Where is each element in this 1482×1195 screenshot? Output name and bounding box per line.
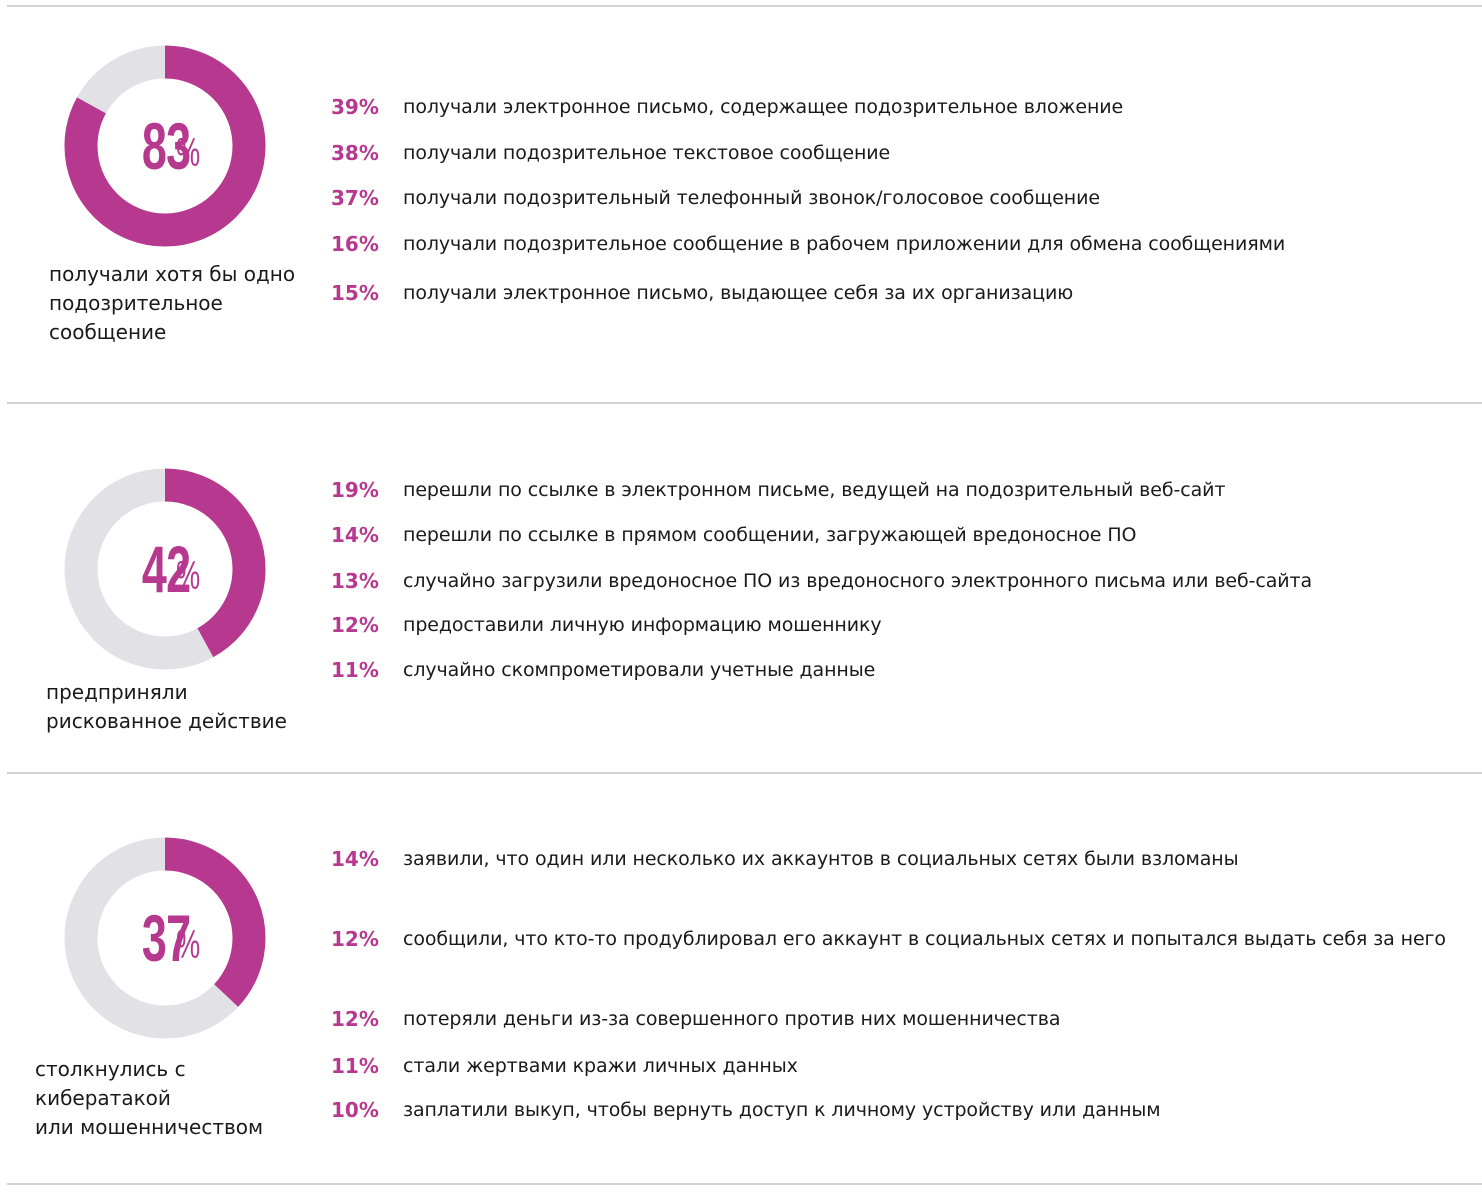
divider-1 bbox=[7, 402, 1482, 404]
item-percent: 11% bbox=[331, 658, 379, 682]
item-label: потеряли деньги из-за совершенного проти… bbox=[403, 1008, 1061, 1030]
big-percent-sign-3: % bbox=[175, 922, 201, 967]
donut-caption-3: столкнулись с кибератакой или мошенничес… bbox=[35, 1057, 264, 1139]
donut-chart-1: 83% bbox=[64, 45, 266, 247]
list-item: 11% случайно скомпрометировали учетные д… bbox=[331, 655, 875, 685]
item-label: получали подозрительное сообщение в рабо… bbox=[403, 233, 1286, 255]
item-label: перешли по ссылке в электронном письме, … bbox=[403, 479, 1226, 501]
list-item: 37% получали подозрительный телефонный з… bbox=[331, 183, 1100, 213]
donut-center-2: 42% bbox=[64, 468, 266, 670]
donut-value-segment bbox=[64, 837, 266, 1039]
list-item: 12% сообщили, что кто-то продублировал е… bbox=[331, 924, 1446, 954]
list-item: 12% предоставили личную информацию мошен… bbox=[331, 610, 882, 640]
list-item: 13% случайно загрузили вредоносное ПО из… bbox=[331, 566, 1312, 596]
big-value-2: 42 bbox=[141, 532, 190, 606]
donut-value-segment bbox=[64, 468, 266, 670]
list-item: 10% заплатили выкуп, чтобы вернуть досту… bbox=[331, 1095, 1161, 1125]
item-percent: 19% bbox=[331, 478, 379, 502]
list-item: 16% получали подозрительное сообщение в … bbox=[331, 229, 1285, 259]
donut-caption-1: получали хотя бы одно подозрительное соо… bbox=[49, 262, 296, 344]
item-percent: 13% bbox=[331, 569, 379, 593]
item-percent: 11% bbox=[331, 1054, 379, 1078]
list-item: 11% стали жертвами кражи личных данных bbox=[331, 1051, 798, 1081]
item-label: стали жертвами кражи личных данных bbox=[403, 1055, 798, 1077]
item-percent: 39% bbox=[331, 95, 379, 119]
item-percent: 12% bbox=[331, 1007, 379, 1031]
divider-bottom bbox=[7, 1183, 1482, 1185]
item-label: получали электронное письмо, выдающее се… bbox=[403, 282, 1074, 304]
item-percent: 38% bbox=[331, 141, 379, 165]
divider-top bbox=[7, 5, 1482, 7]
item-percent: 12% bbox=[331, 927, 379, 951]
item-label: заплатили выкуп, чтобы вернуть доступ к … bbox=[403, 1099, 1161, 1121]
item-label: заявили, что один или несколько их аккау… bbox=[403, 848, 1239, 870]
donut-chart-2: 42% bbox=[64, 468, 266, 670]
item-percent: 15% bbox=[331, 281, 379, 305]
donut-chart-3: 37% bbox=[64, 837, 266, 1039]
item-percent: 14% bbox=[331, 847, 379, 871]
item-label: получали подозрительный телефонный звоно… bbox=[403, 187, 1100, 209]
divider-2 bbox=[7, 772, 1482, 774]
item-label: перешли по ссылке в прямом сообщении, за… bbox=[403, 524, 1137, 546]
item-percent: 37% bbox=[331, 186, 379, 210]
big-value-1: 83 bbox=[141, 109, 190, 183]
list-item: 19% перешли по ссылке в электронном пись… bbox=[331, 475, 1225, 505]
item-label: предоставили личную информацию мошеннику bbox=[403, 614, 882, 636]
item-label: получали подозрительное текстовое сообще… bbox=[403, 142, 891, 164]
list-item: 14% перешли по ссылке в прямом сообщении… bbox=[331, 520, 1136, 550]
donut-svg-3 bbox=[64, 837, 266, 1039]
list-item: 14% заявили, что один или несколько их а… bbox=[331, 844, 1239, 874]
list-item: 12% потеряли деньги из-за совершенного п… bbox=[331, 1004, 1060, 1034]
list-item: 39% получали электронное письмо, содержа… bbox=[331, 92, 1123, 122]
donut-svg-2 bbox=[64, 468, 266, 670]
donut-svg-1 bbox=[64, 45, 266, 247]
item-label: получали электронное письмо, содержащее … bbox=[403, 96, 1124, 118]
donut-value-segment bbox=[64, 45, 266, 247]
item-label: случайно загрузили вредоносное ПО из вре… bbox=[403, 570, 1313, 592]
list-item: 15% получали электронное письмо, выдающе… bbox=[331, 278, 1073, 308]
item-label: случайно скомпрометировали учетные данны… bbox=[403, 659, 876, 681]
big-value-3: 37 bbox=[141, 901, 190, 975]
big-percent-sign-1: % bbox=[175, 130, 201, 175]
donut-caption-2: предприняли рискованное действие bbox=[46, 680, 287, 733]
donut-center-3: 37% bbox=[64, 837, 266, 1039]
item-percent: 14% bbox=[331, 523, 379, 547]
list-item: 38% получали подозрительное текстовое со… bbox=[331, 138, 890, 168]
item-label: сообщили, что кто-то продублировал его а… bbox=[403, 928, 1446, 950]
big-percent-sign-2: % bbox=[175, 553, 201, 598]
item-percent: 16% bbox=[331, 232, 379, 256]
item-percent: 12% bbox=[331, 613, 379, 637]
item-percent: 10% bbox=[331, 1098, 379, 1122]
donut-center-1: 83% bbox=[64, 45, 266, 247]
